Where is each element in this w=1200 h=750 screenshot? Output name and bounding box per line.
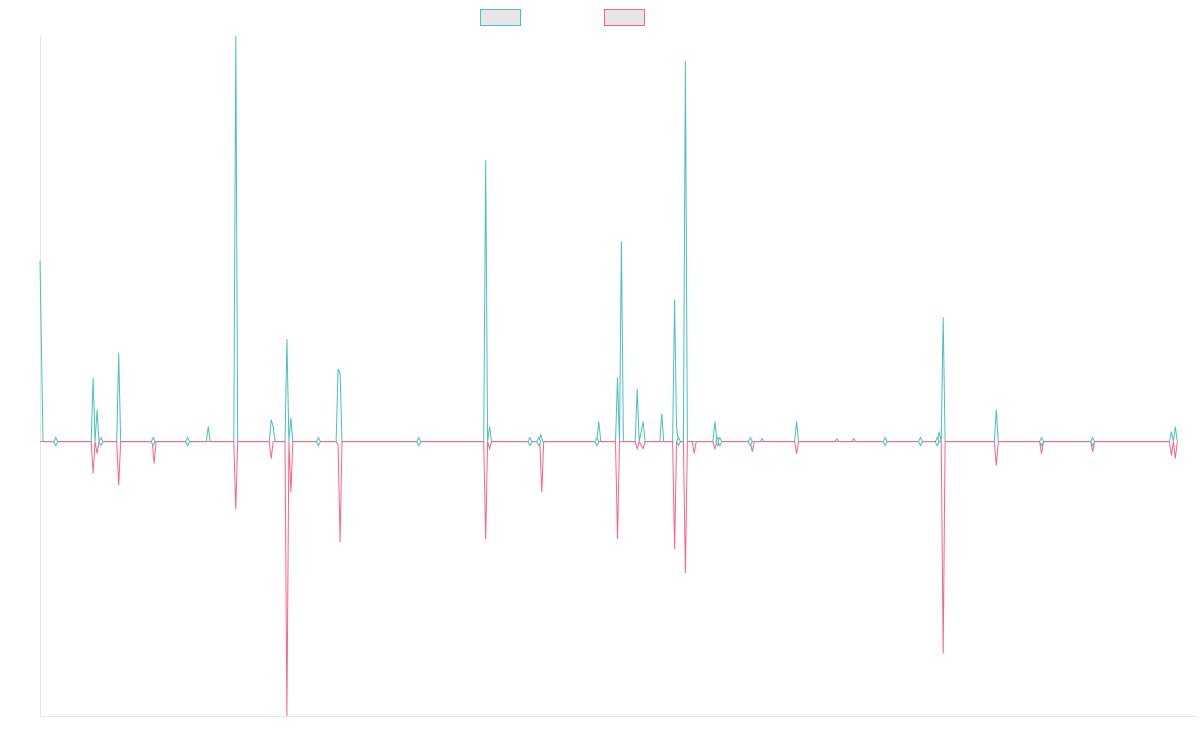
data-point-10[interactable] <box>675 436 682 447</box>
data-point-1[interactable] <box>53 436 59 447</box>
legend-swatch-series-1[interactable] <box>480 9 521 26</box>
legend <box>480 9 645 26</box>
data-point-14[interactable] <box>882 436 888 447</box>
data-point-5[interactable] <box>315 436 321 447</box>
data-point-9[interactable] <box>594 436 600 447</box>
point-markers <box>53 436 1096 447</box>
data-point-7[interactable] <box>527 436 533 447</box>
series-2-line[interactable] <box>40 440 1178 717</box>
legend-swatch-series-2[interactable] <box>604 9 645 26</box>
series-1 <box>39 35 1178 443</box>
series-1-line[interactable] <box>39 35 1178 443</box>
series-2 <box>40 440 1178 717</box>
data-point-8[interactable] <box>536 436 542 447</box>
data-point-16[interactable] <box>934 436 940 447</box>
data-point-3[interactable] <box>150 436 156 447</box>
plot-area <box>39 35 1178 717</box>
axes <box>40 36 1196 717</box>
data-point-6[interactable] <box>416 436 422 447</box>
data-point-15[interactable] <box>917 436 924 447</box>
data-point-4[interactable] <box>185 436 191 447</box>
data-point-13[interactable] <box>747 436 753 447</box>
data-point-18[interactable] <box>1090 436 1096 447</box>
data-point-12[interactable] <box>717 436 723 447</box>
data-point-2[interactable] <box>98 436 104 447</box>
data-point-17[interactable] <box>1038 436 1045 447</box>
